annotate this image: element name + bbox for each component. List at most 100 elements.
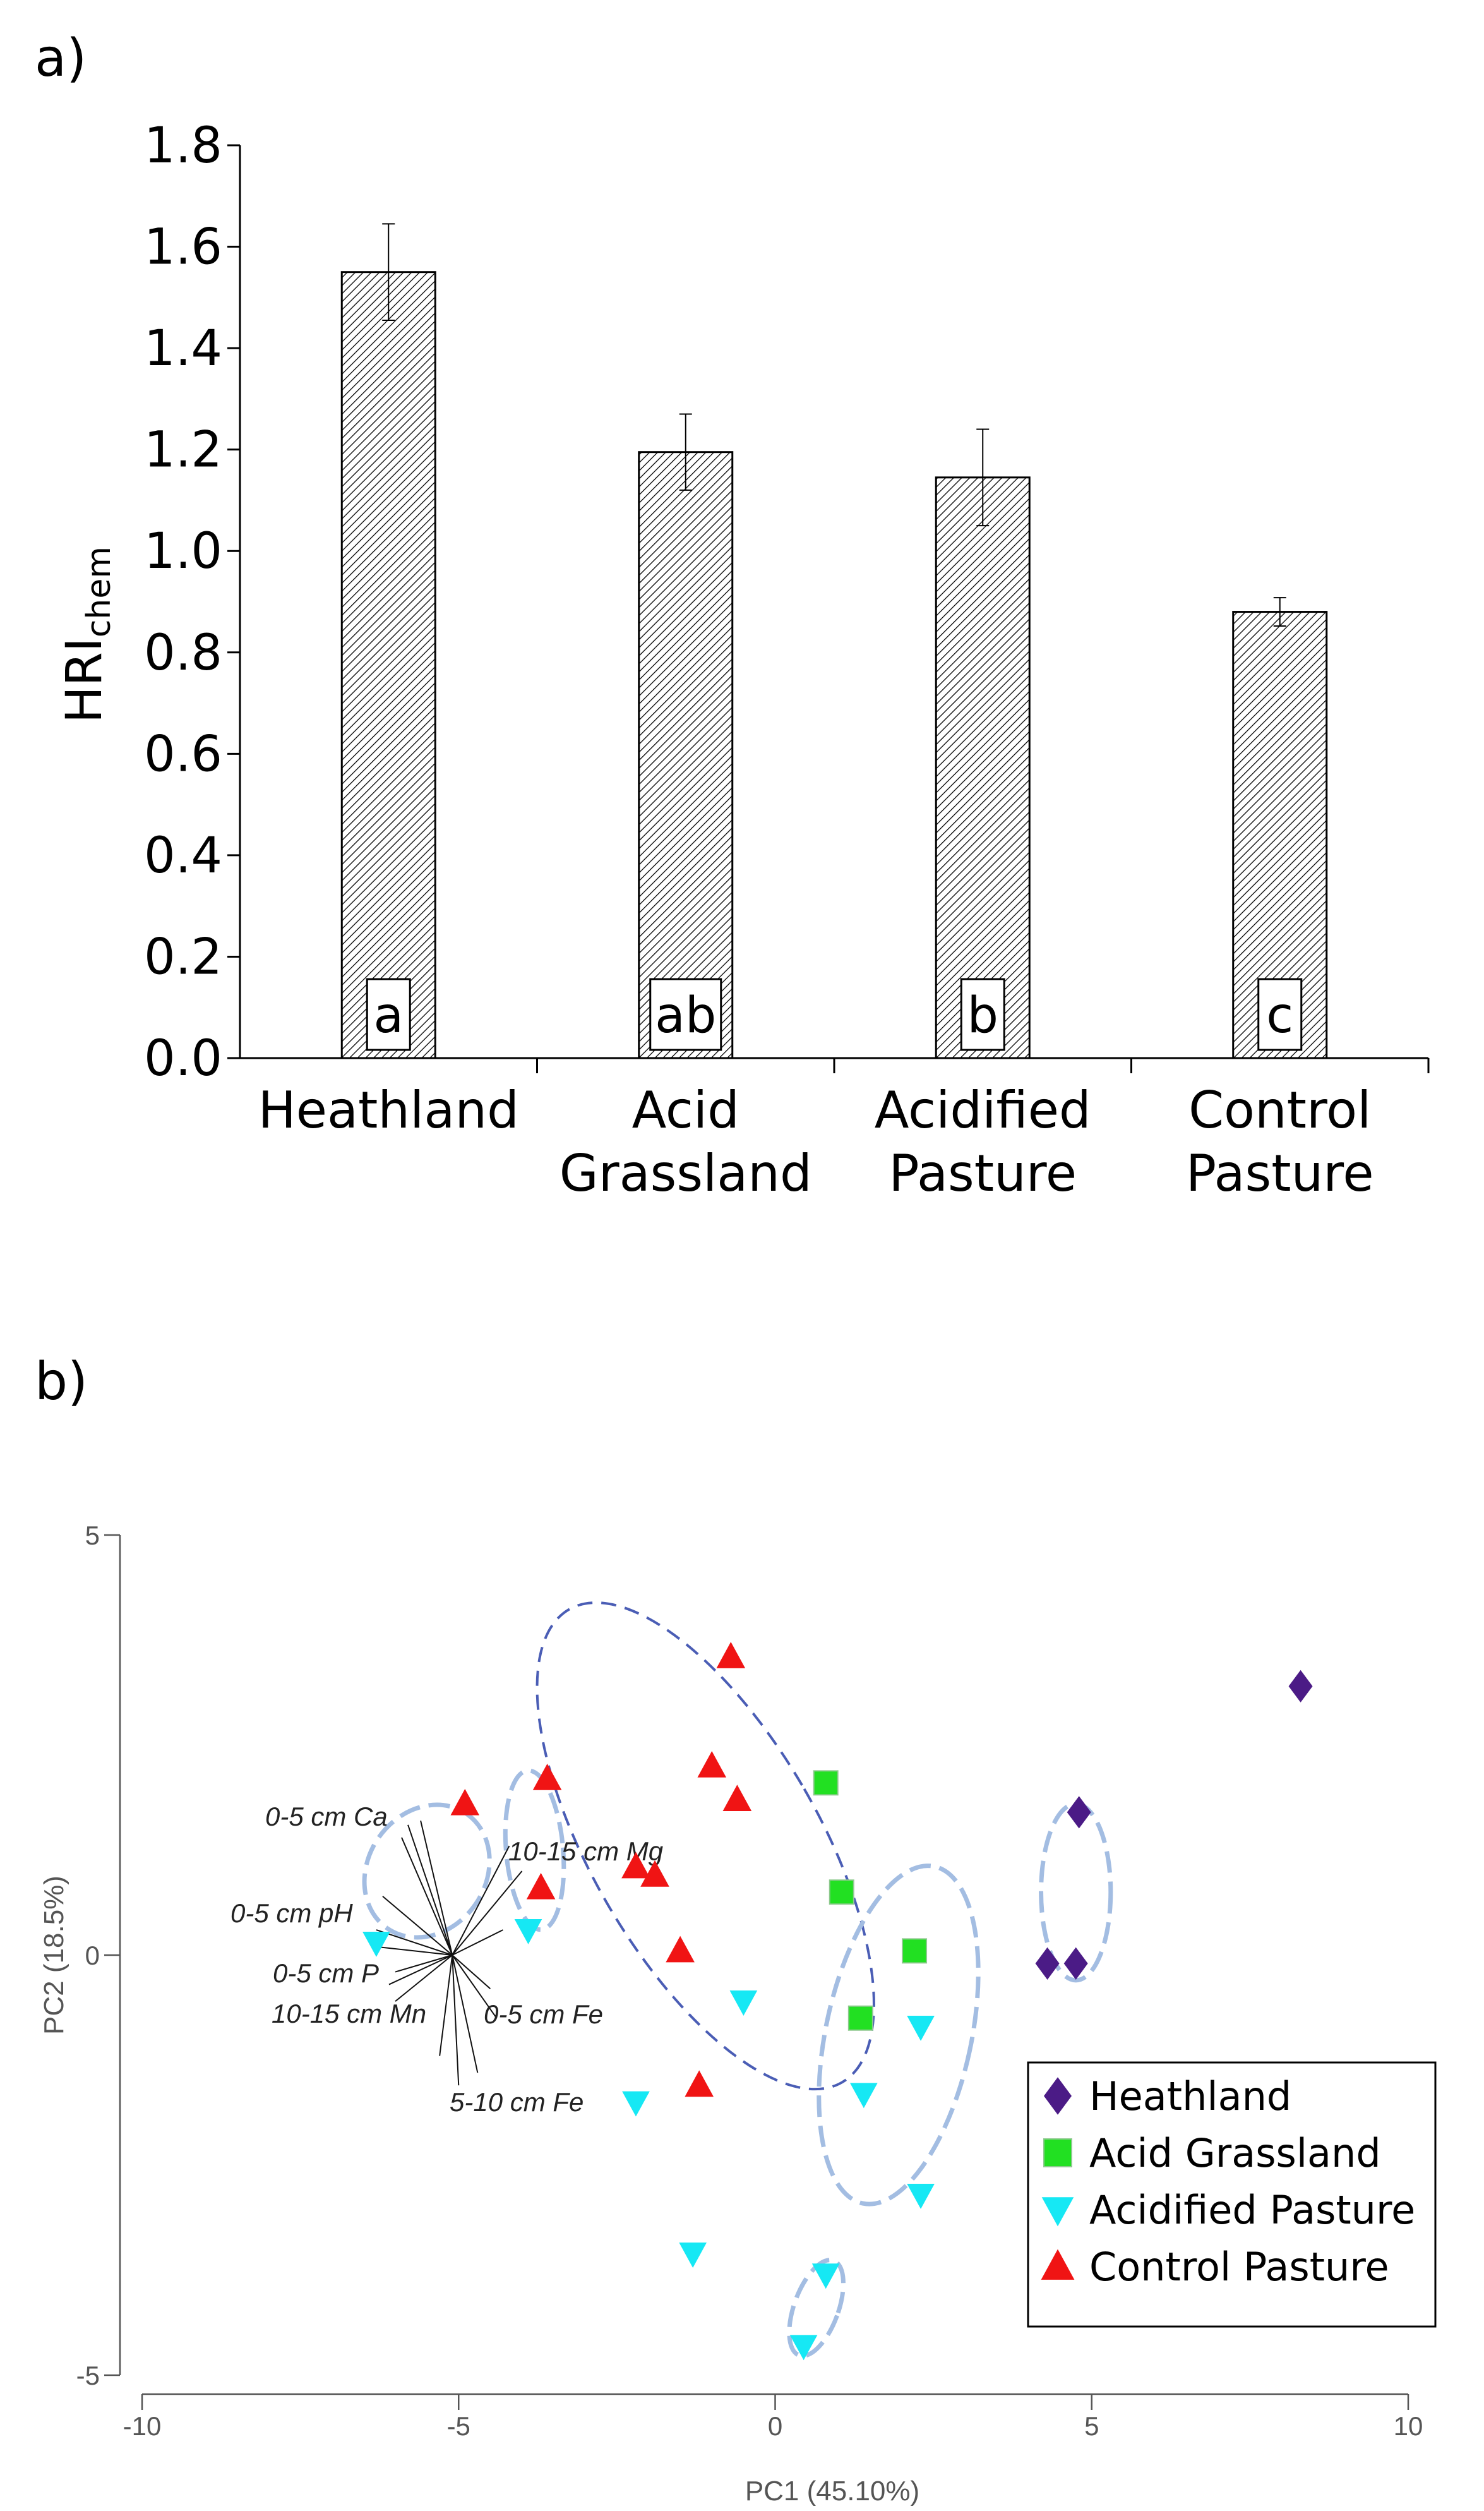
pca-y-tick-label: -5 (76, 2361, 100, 2390)
x-category-label: Pasture (889, 1144, 1077, 1203)
y-tick-label: 1.8 (144, 117, 222, 174)
pca-x-tick-label: 0 (768, 2411, 782, 2441)
legend-label: Heathland (1089, 2073, 1291, 2119)
loading-vector-line (388, 1954, 453, 1985)
data-point (1288, 1670, 1313, 1703)
loading-vector-line (452, 1954, 479, 2073)
x-category-label: Acidified (875, 1081, 1091, 1140)
legend-marker (1044, 2077, 1072, 2115)
x-category-label: Grassland (559, 1144, 812, 1203)
loading-vector-line (395, 1954, 453, 1973)
y-tick-label: 0.8 (144, 625, 222, 682)
data-point (722, 1785, 752, 1811)
loading-vector-label: 0-5 cm Fe (484, 1999, 603, 2029)
significance-letter-box (366, 978, 411, 1051)
data-point (685, 2070, 714, 2097)
loading-vector-line (439, 1954, 453, 2056)
data-point (362, 1931, 390, 1957)
pca-x-tick-label: -10 (123, 2411, 162, 2441)
loading-vector-line (420, 1820, 453, 1956)
data-point (526, 1872, 556, 1900)
data-point (811, 2263, 840, 2289)
x-category-label: Control (1188, 1081, 1371, 1140)
significance-letter-box (960, 978, 1005, 1051)
pca-x-tick-label: -5 (447, 2411, 470, 2441)
y-tick-label: 1.6 (144, 219, 222, 276)
group-ellipse (536, 1601, 875, 2091)
pca-y-axis-label: PC2 (18.5%) (39, 1876, 69, 2035)
significance-letter-box (649, 978, 722, 1051)
data-point (450, 1788, 480, 1816)
loading-vector-label: 10-15 cm Mn (272, 1999, 426, 2028)
group-ellipse (503, 1768, 566, 1932)
loading-vector-line (376, 1946, 453, 1956)
loading-vector-label: 0-5 cm Ca (265, 1802, 388, 1831)
significance-letter-box (1257, 978, 1303, 1051)
pca-x-tick-label: 5 (1084, 2411, 1099, 2441)
y-tick-label: 1.0 (144, 523, 222, 580)
loading-vector-line (401, 1837, 453, 1956)
data-point (621, 1852, 650, 1879)
data-point (622, 2091, 650, 2117)
y-axis-label-main: HRI (56, 637, 113, 723)
x-category-label: Acid (632, 1081, 739, 1140)
legend-label: Acidified Pasture (1089, 2187, 1415, 2233)
bar (340, 271, 436, 1059)
legend: Heathland Acid Grassland Acidified Pasture… (1027, 2061, 1437, 2328)
data-point (1067, 1796, 1091, 1829)
data-point (907, 2183, 935, 2209)
group-ellipse (817, 1864, 981, 2207)
data-point (850, 2083, 878, 2109)
legend-marker (1041, 2197, 1074, 2227)
panel-a-label: a) (35, 28, 87, 88)
panel-b-label: b) (35, 1352, 88, 1412)
data-point (679, 2243, 707, 2268)
bar (935, 476, 1031, 1059)
loading-vector-label: 0-5 cm P (273, 1958, 379, 1988)
data-point (829, 1879, 854, 1905)
pca-y-tick-label: 5 (85, 1520, 100, 1550)
data-point (813, 1770, 839, 1796)
significance-letter: c (1266, 987, 1293, 1044)
data-point (666, 1936, 695, 1963)
y-tick-label: 0.0 (144, 1030, 222, 1087)
loading-vector-line (452, 1929, 503, 1956)
loading-vector-line (382, 1896, 453, 1956)
bar (638, 451, 734, 1059)
y-tick-label: 0.6 (144, 726, 222, 783)
legend-label: Acid Grassland (1089, 2130, 1381, 2176)
y-axis-label: HRIchem (56, 546, 118, 723)
data-point (697, 1751, 727, 1778)
significance-letter: ab (655, 987, 716, 1044)
pca-x-tick-label: 10 (1394, 2411, 1423, 2441)
data-point (902, 1938, 928, 1964)
data-point (789, 2335, 818, 2361)
legend-box (1027, 2061, 1437, 2328)
y-tick-label: 1.2 (144, 422, 222, 479)
loading-vector-line (452, 1954, 460, 2086)
y-axis-label-subscript: chem (80, 546, 118, 637)
x-category-label: Pasture (1186, 1144, 1374, 1203)
loading-vector-line (407, 1824, 453, 1956)
loading-vector-label: 0-5 cm pH (230, 1898, 353, 1928)
loading-vector-line (452, 1870, 523, 1956)
y-tick-label: 1.4 (144, 320, 222, 377)
y-tick-label: 0.4 (144, 828, 222, 884)
data-point (640, 1860, 669, 1887)
loading-vector-line (395, 1954, 453, 2002)
data-point (729, 1990, 758, 2016)
x-category-label: Heathland (258, 1081, 519, 1140)
pca-y-tick-label: 0 (85, 1941, 100, 1970)
data-point (847, 2005, 873, 2031)
legend-marker (1041, 2249, 1075, 2280)
significance-letter: a (373, 987, 404, 1044)
legend-marker (1043, 2138, 1072, 2167)
data-point (532, 1763, 562, 1790)
loading-vector-line (452, 1954, 498, 2019)
y-tick-label: 0.2 (144, 929, 222, 985)
data-point (1035, 1947, 1060, 1980)
loading-vector-line (452, 1845, 510, 1956)
data-point (1063, 1947, 1088, 1980)
